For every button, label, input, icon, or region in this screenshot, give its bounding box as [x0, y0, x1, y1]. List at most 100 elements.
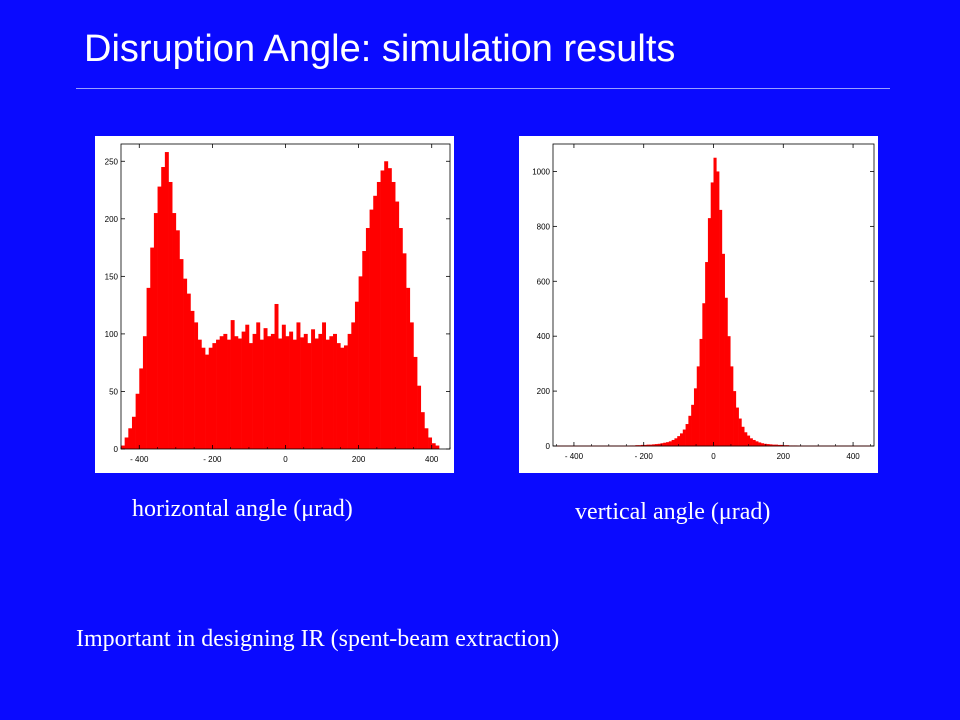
histogram-bar: [649, 444, 653, 446]
histogram-bar: [285, 336, 290, 449]
histogram-bar: [161, 167, 166, 449]
histogram-bar: [693, 388, 698, 446]
histogram-bar: [376, 181, 381, 449]
histogram-bar: [724, 297, 728, 446]
histogram-bar: [688, 415, 692, 446]
histogram-bar: [150, 247, 155, 449]
histogram-bar: [252, 333, 257, 449]
histogram-bar: [234, 336, 239, 449]
histogram-bar: [256, 322, 261, 449]
histogram-bar: [409, 322, 414, 449]
y-tick-label: 50: [109, 387, 118, 396]
histogram-bar: [668, 441, 672, 446]
histogram-bar: [744, 432, 748, 446]
y-tick-label: 0: [546, 442, 551, 451]
histogram-bar: [663, 442, 667, 446]
histogram-bar: [278, 338, 283, 449]
histogram-bar: [719, 209, 723, 446]
histogram-bar: [303, 333, 308, 449]
histogram-bar: [705, 262, 709, 446]
histogram-bar: [322, 322, 327, 449]
histogram-bar: [245, 324, 250, 449]
histogram-bar: [671, 439, 675, 446]
horizontal-histogram-svg: - 400 - 200 0 200 400 0 50 100 150 200 250: [105, 143, 451, 464]
histogram-bar: [727, 336, 731, 446]
histogram-bar: [373, 195, 378, 449]
histogram-bar: [674, 438, 678, 446]
y-tick-label: 400: [537, 332, 551, 341]
histogram-bar: [758, 442, 762, 446]
histogram-bar: [183, 278, 188, 449]
histogram-bar: [780, 444, 784, 446]
histogram-bar: [223, 333, 228, 449]
histogram-bar: [311, 329, 316, 449]
histogram-bar: [395, 201, 400, 449]
histogram-bar: [135, 393, 140, 449]
histogram-bar: [657, 443, 661, 446]
histogram-bar: [124, 437, 129, 449]
histogram-bar: [398, 228, 403, 449]
y-tick-label: 600: [537, 277, 551, 286]
histogram-bar: [336, 343, 341, 449]
histogram-bar: [172, 213, 177, 449]
vertical-angle-caption: vertical angle (μrad): [575, 499, 771, 525]
histogram-bar: [431, 443, 436, 449]
histogram-bar: [391, 181, 396, 449]
histogram-bar: [417, 385, 422, 449]
histogram-bar: [230, 320, 235, 449]
histogram-bar: [128, 428, 133, 449]
histogram-bar: [760, 443, 765, 446]
histogram-bar: [237, 338, 242, 449]
histogram-bar: [329, 336, 334, 449]
x-tick-label: 0: [283, 455, 288, 464]
histogram-bar: [387, 168, 392, 450]
histogram-bar: [738, 418, 742, 446]
histogram-bar: [380, 170, 385, 450]
histogram-bar: [402, 253, 407, 449]
histogram-bar: [205, 354, 210, 449]
vertical-angle-histogram: - 400 - 200 0 200 400 0 200 400 600 800 1000: [519, 136, 878, 473]
histogram-bar: [777, 444, 781, 446]
x-tick-label: 400: [425, 455, 439, 464]
y-tick-label: 1000: [532, 167, 550, 176]
histogram-bar: [710, 182, 714, 446]
histogram-bar: [682, 429, 686, 446]
histogram-bar: [635, 445, 639, 446]
histogram-bar: [139, 368, 144, 449]
histogram-bar: [384, 161, 389, 449]
y-tick-label: 200: [105, 215, 119, 224]
histogram-bar: [746, 435, 751, 446]
histogram-bar: [351, 322, 356, 449]
title-divider: [76, 88, 890, 89]
x-tick-label: 0: [711, 452, 716, 461]
histogram-bar: [763, 443, 767, 446]
histogram-bar: [227, 339, 231, 449]
histogram-bar: [685, 424, 689, 446]
y-tick-label: 0: [114, 445, 119, 454]
histogram-bar: [652, 444, 656, 446]
histogram-bar: [190, 310, 195, 449]
design-note: Important in designing IR (spent-beam ex…: [76, 626, 560, 652]
histogram-bar: [435, 445, 440, 449]
histogram-bar: [274, 303, 279, 449]
histogram-bar: [752, 439, 756, 446]
histogram-bar: [424, 428, 429, 449]
histogram-bar: [730, 366, 734, 446]
histogram-bar: [646, 444, 650, 446]
x-tick-label: 400: [846, 452, 860, 461]
histogram-bar: [325, 339, 330, 449]
histogram-bar: [774, 444, 778, 446]
x-tick-label: - 200: [635, 452, 654, 461]
y-tick-label: 200: [537, 387, 551, 396]
histogram-bar: [660, 443, 664, 446]
histogram-bar: [347, 333, 352, 449]
x-tick-label: - 400: [130, 455, 149, 464]
x-tick-label: 200: [352, 455, 366, 464]
histogram-bar: [691, 404, 695, 446]
histogram-bar: [362, 251, 367, 449]
histogram-bar: [208, 347, 213, 449]
histogram-bar: [296, 322, 301, 449]
histogram-bar: [786, 445, 790, 446]
histogram-bar: [369, 209, 374, 449]
histogram-bar: [131, 416, 136, 449]
